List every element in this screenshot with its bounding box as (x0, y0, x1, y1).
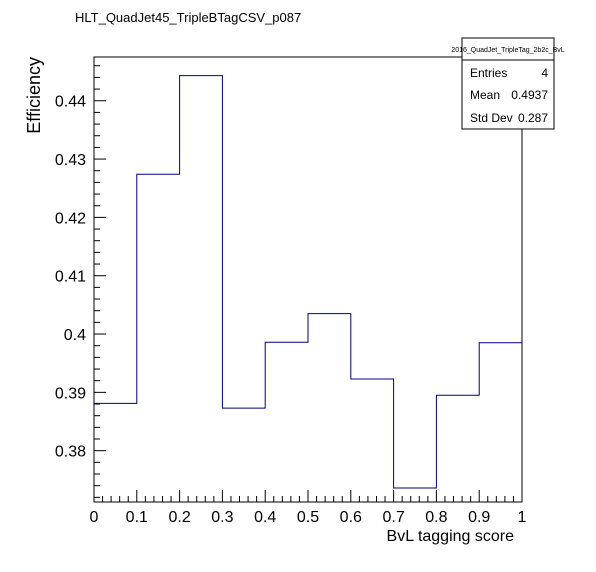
stats-stddev-label: Std Dev (470, 111, 513, 125)
x-tick-label: 1 (518, 509, 527, 526)
x-tick-label: 0.1 (126, 509, 148, 526)
y-axis-label: Efficiency (24, 57, 44, 134)
stats-stddev-value: 0.287 (518, 111, 548, 125)
x-tick-label: 0.6 (340, 509, 362, 526)
y-axis: 0.38 0.39 0.4 0.41 0.42 0.43 0.44 (55, 65, 106, 498)
x-axis-label: BvL tagging score (387, 528, 515, 545)
x-tick-label: 0 (90, 509, 99, 526)
stats-mean-value: 0.4937 (511, 88, 548, 102)
x-axis: 0 0.1 0.2 0.3 0.4 0.5 0.6 0.7 0.8 0.9 1 (90, 490, 527, 526)
y-tick-label: 0.44 (55, 94, 86, 111)
series (94, 75, 522, 489)
y-tick-label: 0.4 (64, 327, 86, 344)
stats-box-frame (461, 37, 555, 130)
stats-box-name: 2016_QuadJet_TripleTag_2b2c_BvL (451, 47, 564, 54)
stats-entries-value: 4 (541, 66, 548, 80)
x-tick-label: 0.5 (297, 509, 319, 526)
x-tick-label: 0.9 (468, 509, 490, 526)
y-tick-label: 0.41 (55, 269, 86, 286)
chart-title: HLT_QuadJet45_TripleBTagCSV_p087 (75, 10, 301, 25)
histogram-line (94, 75, 522, 489)
x-tick-label: 0.4 (254, 509, 276, 526)
x-tick-label: 0.2 (168, 509, 190, 526)
x-tick-label: 0.8 (425, 509, 447, 526)
y-tick-label: 0.39 (55, 385, 86, 402)
x-tick-label: 0.3 (211, 509, 233, 526)
y-tick-label: 0.38 (55, 444, 86, 461)
stats-entries-label: Entries (470, 66, 507, 80)
x-tick-label: 0.7 (382, 509, 404, 526)
stats-mean-label: Mean (470, 88, 500, 102)
plot-frame (93, 56, 523, 503)
y-tick-label: 0.43 (55, 152, 86, 169)
stats-box: 2016_QuadJet_TripleTag_2b2c_BvL Entries … (451, 37, 565, 130)
y-tick-label: 0.42 (55, 210, 86, 227)
